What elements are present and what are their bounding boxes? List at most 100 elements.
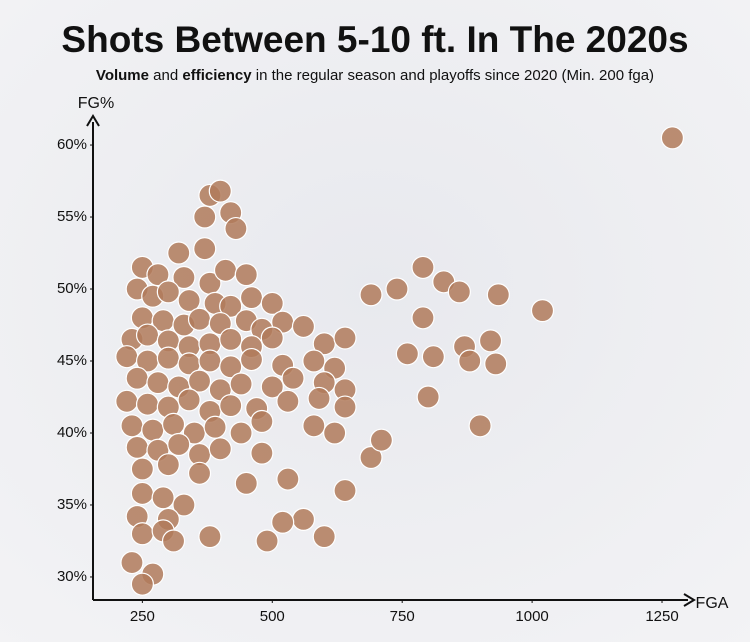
point [234,471,258,495]
point [151,486,175,510]
point [172,265,196,290]
point [130,457,154,481]
point [130,481,154,506]
point [213,258,238,282]
point [302,414,326,438]
point [219,394,243,418]
point [224,216,248,241]
point [187,369,212,393]
x-tick-label: 250 [130,608,155,625]
point [239,347,264,372]
y-tick-label: 45% [57,352,87,369]
y-tick-label: 35% [57,496,87,513]
point [156,346,180,370]
point [359,445,383,470]
point [276,467,300,491]
point [130,522,154,546]
point [198,349,222,373]
point [468,414,492,438]
point [187,307,212,331]
point [177,288,201,313]
point [156,453,180,477]
point [260,326,284,350]
chart-subtitle: Volume and efficiency in the regular sea… [96,67,654,84]
point [447,280,471,304]
point [458,349,482,373]
point [219,327,243,352]
subtitle-part: efficiency [182,67,252,84]
point [271,510,295,534]
point [219,294,243,318]
point [193,237,217,261]
point [120,414,144,438]
point [411,255,435,280]
points [115,126,685,596]
point [323,421,347,445]
point [146,370,170,395]
y-axis-label: FG% [78,95,114,112]
point [167,432,191,457]
point [130,572,154,596]
point [250,409,274,434]
x-axis-arrow [683,593,696,607]
subtitle-part: in the regular season and playoffs since… [252,67,654,84]
y-tick-label: 40% [57,424,87,441]
y-tick-label: 55% [57,208,87,225]
point [281,366,305,390]
subtitle-part: and [149,67,182,84]
point [198,525,222,549]
point [177,388,201,412]
point [302,349,326,373]
point [395,342,419,366]
point [276,389,300,413]
point [172,493,196,517]
x-tick-label: 500 [260,608,285,625]
point [291,507,316,531]
point [208,179,232,203]
point [125,435,149,459]
x-tick-label: 1250 [645,608,678,625]
point [333,478,357,503]
point [146,263,170,287]
chart-title: Shots Between 5-10 ft. In The 2020s [61,19,688,60]
point [135,323,160,347]
point [239,286,264,310]
point [156,280,180,304]
x-axis-label: FGA [696,595,729,612]
point [193,205,217,229]
point [234,263,258,287]
y-axis-arrow [86,114,100,127]
y-tick-label: 60% [57,136,87,153]
point [167,241,191,265]
point [484,352,508,376]
point [115,345,139,369]
point [187,461,212,485]
point [255,529,279,553]
point [478,329,503,353]
point [250,441,274,465]
point [359,283,383,307]
point [307,386,331,411]
x-tick-label: 750 [390,608,415,625]
point [385,277,409,301]
point [421,345,445,369]
point [120,550,144,575]
point [260,291,284,316]
point [115,389,139,413]
point [660,126,685,150]
y-tick-label: 30% [57,568,87,585]
point [333,326,357,350]
point [229,421,253,445]
point [333,395,357,419]
point [312,525,336,549]
point [161,529,186,553]
point [291,314,316,339]
point [219,355,243,379]
point [161,412,186,436]
x-tick-label: 1000 [515,608,548,625]
point [135,392,160,416]
point [125,366,149,390]
y-tick-label: 50% [57,280,87,297]
